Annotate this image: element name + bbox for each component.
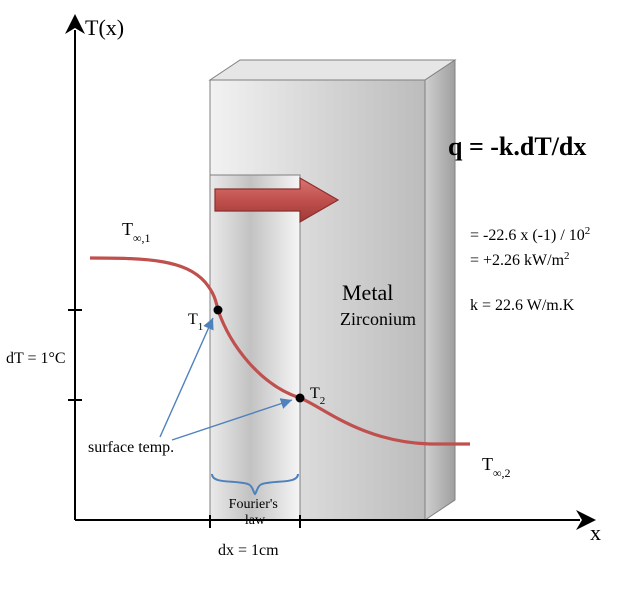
point-t2: [296, 394, 305, 403]
wall-slab: [210, 175, 300, 520]
surface-temp-label: surface temp.: [88, 439, 174, 456]
point-t1: [214, 306, 223, 315]
eq-k: k = 22.6 W/m.K: [470, 297, 575, 314]
eq-main: q = -k.dT/dx: [448, 132, 586, 161]
pointer-to-t1: [160, 318, 213, 437]
zirconium-label: Zirconium: [340, 309, 416, 329]
metal-label: Metal: [342, 280, 393, 305]
diagram-canvas: T(x) x dT = 1°C dx = 1cm T∞,1 T∞,2 T1 T2…: [0, 0, 626, 606]
eq-line2: = +2.26 kW/m2: [470, 250, 570, 269]
eq-line1: = -22.6 x (-1) / 102: [470, 225, 590, 244]
y-axis-label: T(x): [85, 15, 124, 40]
dx-label: dx = 1cm: [218, 542, 279, 559]
t1-label: T1: [188, 311, 203, 333]
dt-label: dT = 1°C: [6, 350, 66, 367]
x-axis-label: x: [590, 520, 601, 545]
tinf2-label: T∞,2: [482, 454, 511, 480]
tinf1-label: T∞,1: [122, 219, 151, 245]
